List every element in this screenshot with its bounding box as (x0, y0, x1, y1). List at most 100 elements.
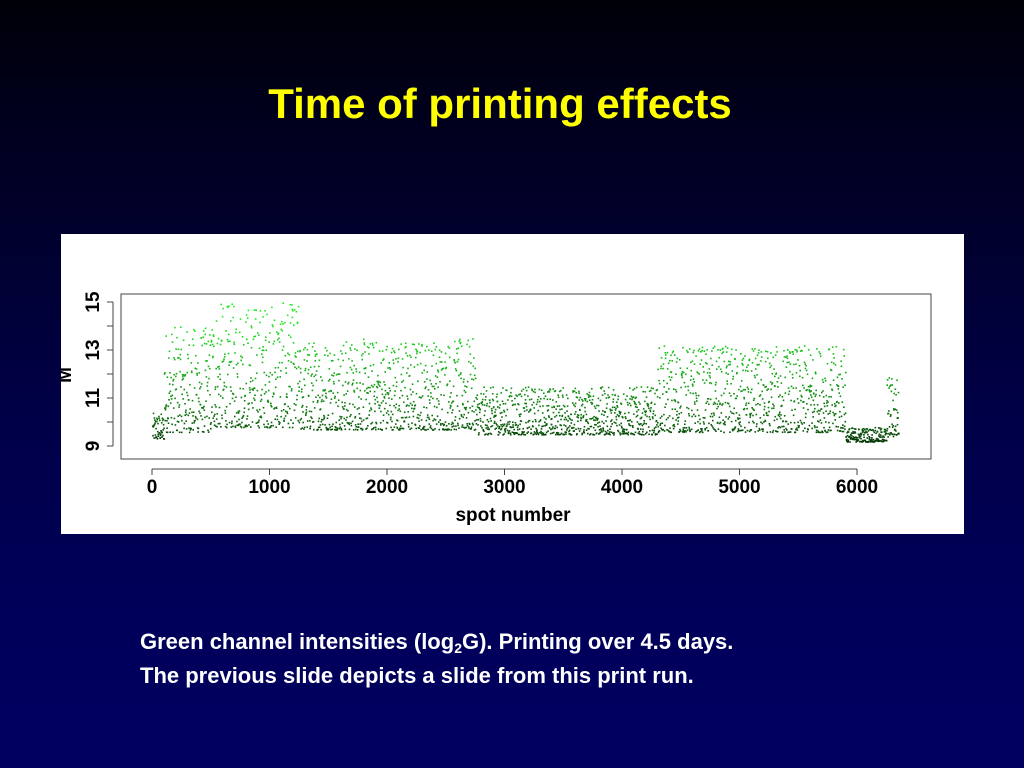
data-point (272, 392, 275, 394)
data-point (695, 394, 698, 397)
data-point (152, 412, 155, 415)
data-point (649, 430, 651, 432)
data-point (877, 439, 880, 441)
data-point (182, 339, 185, 342)
data-point (152, 426, 155, 428)
data-point (768, 362, 771, 365)
x-axis-label: spot number (455, 505, 571, 526)
data-point (219, 343, 222, 346)
data-point (754, 376, 756, 379)
data-point (293, 324, 295, 327)
data-point (212, 417, 214, 419)
data-point (446, 411, 449, 414)
data-point (219, 373, 221, 376)
data-point (429, 402, 431, 404)
data-point (232, 425, 234, 428)
data-point (680, 386, 682, 389)
data-point (324, 388, 327, 391)
data-point (803, 422, 805, 424)
data-point (335, 421, 338, 424)
data-point (356, 408, 359, 410)
data-point (771, 431, 774, 434)
data-point (310, 375, 312, 377)
data-point (282, 302, 284, 304)
data-point (615, 422, 617, 424)
data-point (735, 412, 738, 414)
data-point (350, 424, 353, 427)
data-point (546, 405, 548, 407)
data-point (689, 348, 691, 350)
data-point (685, 394, 688, 396)
data-point (453, 428, 456, 431)
data-point (532, 420, 534, 423)
data-point (194, 419, 196, 422)
data-point (832, 379, 835, 381)
data-point (589, 425, 592, 428)
data-point (802, 430, 805, 432)
data-point (830, 361, 833, 364)
data-point (774, 415, 777, 418)
data-point (190, 362, 193, 364)
data-point (314, 374, 317, 376)
data-point (860, 433, 863, 435)
data-point (293, 403, 296, 405)
data-point (889, 434, 891, 436)
data-point (511, 400, 513, 402)
data-point (462, 402, 464, 405)
data-point (661, 422, 664, 424)
data-point (699, 418, 701, 421)
data-point (427, 416, 430, 419)
data-point (858, 436, 861, 439)
data-point (540, 432, 543, 435)
data-point (747, 370, 749, 372)
data-point (354, 348, 356, 350)
data-point (339, 423, 341, 426)
data-point (364, 367, 367, 369)
data-point (407, 426, 410, 428)
data-point (457, 424, 459, 427)
data-point (392, 359, 394, 361)
data-point (387, 393, 390, 396)
data-point (780, 414, 782, 416)
data-point (844, 428, 846, 430)
data-point (555, 408, 557, 410)
data-point (364, 351, 366, 353)
data-point (154, 420, 157, 423)
data-point (493, 422, 496, 425)
data-point (284, 415, 287, 417)
data-point (286, 396, 288, 399)
data-point (745, 402, 748, 405)
data-point (665, 391, 668, 393)
data-point (628, 424, 631, 426)
data-point (783, 425, 785, 428)
data-point (683, 427, 686, 429)
data-point (556, 426, 558, 429)
data-point (229, 386, 232, 388)
data-point (493, 406, 495, 408)
data-point (536, 401, 539, 403)
data-point (686, 429, 689, 432)
data-point (529, 408, 532, 411)
data-point (779, 375, 782, 377)
data-point (161, 436, 163, 438)
data-point (318, 359, 321, 362)
data-point (641, 412, 644, 414)
data-point (167, 417, 169, 420)
data-point (204, 327, 207, 330)
data-point (682, 427, 685, 429)
data-point (799, 390, 801, 392)
data-point (850, 434, 852, 436)
data-point (661, 415, 663, 418)
data-point (389, 390, 391, 392)
data-point (750, 391, 752, 394)
data-point (601, 394, 604, 396)
data-point (702, 421, 705, 423)
data-point (514, 422, 517, 424)
data-point (745, 404, 747, 406)
y-tick-label: 15 (83, 291, 104, 313)
data-point (291, 308, 293, 311)
data-point (658, 430, 661, 432)
data-point (629, 387, 631, 389)
data-point (629, 398, 631, 400)
data-point (569, 418, 572, 421)
